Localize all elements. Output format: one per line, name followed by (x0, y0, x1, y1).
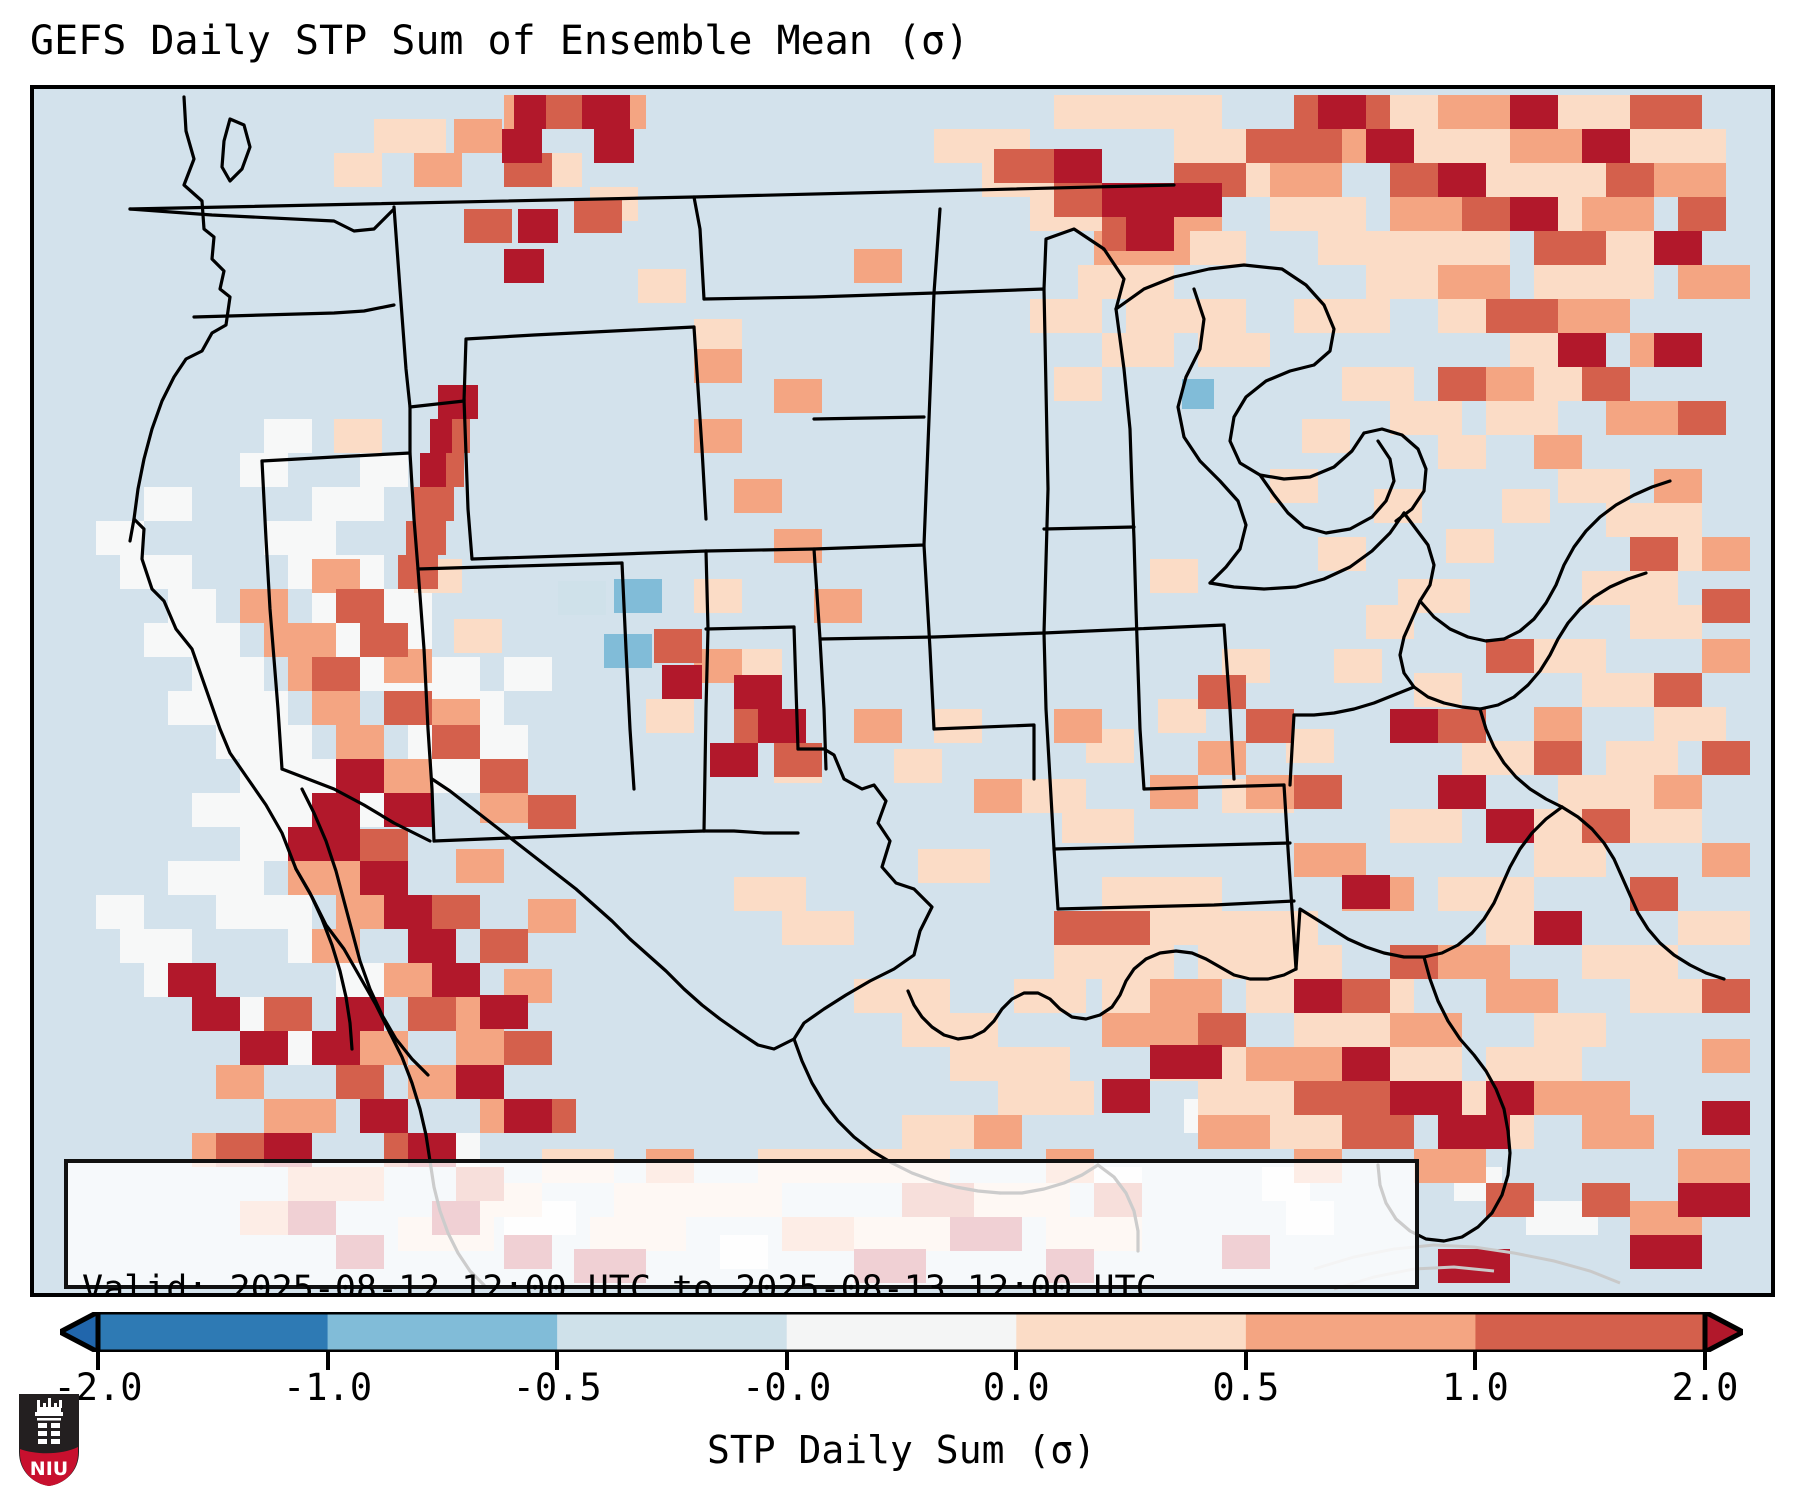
map-svg (34, 89, 1771, 1293)
colorbar-tick-5 (1243, 1352, 1248, 1370)
colorbar-segment-1 (327, 1312, 558, 1352)
colorbar-segment-3 (786, 1312, 1017, 1352)
colorbar-segment-5 (1245, 1312, 1477, 1352)
colorbar-ticks (60, 1352, 1743, 1370)
page-title: GEFS Daily STP Sum of Ensemble Mean (σ) (30, 18, 970, 64)
colorbar-tick-label-4: 0.0 (982, 1366, 1050, 1409)
colorbar-over-arrow (1702, 1312, 1743, 1352)
colorbar-segments (98, 1312, 1706, 1352)
map-panel[interactable]: Valid: 2025-08-12 12:00 UTC to 2025-08-1… (30, 85, 1775, 1297)
logo-text: NIU (30, 1458, 68, 1480)
forecast-info-box: Valid: 2025-08-12 12:00 UTC to 2025-08-1… (64, 1159, 1419, 1293)
colorbar-segment-2 (557, 1312, 788, 1352)
colorbar-segment-4 (1016, 1312, 1247, 1352)
colorbar-under-arrow (60, 1312, 101, 1352)
colorbar-tick-label-6: 1.0 (1442, 1366, 1509, 1409)
colorbar-tick-label-3: -0.0 (742, 1366, 832, 1409)
colorbar-tick-label-5: 0.5 (1212, 1366, 1280, 1409)
colorbar-section: -2.0 -1.0 -0.5 -0.0 0.0 0.5 1.0 2.0 STP Daily S… (0, 1300, 1803, 1506)
colorbar-tick-labels: -2.0 -1.0 -0.5 -0.0 0.0 0.5 1.0 2.0 (0, 1366, 1803, 1416)
colorbar-outline (95, 1312, 1708, 1352)
valid-time-line: Valid: 2025-08-12 12:00 UTC to 2025-08-1… (82, 1269, 1157, 1297)
colorbar-segment-6 (1475, 1312, 1706, 1352)
logo-castle-icon (35, 1398, 63, 1444)
colorbar-tick-label-1: -1.0 (283, 1366, 373, 1409)
colorbar[interactable] (60, 1312, 1743, 1352)
colorbar-axis-label: STP Daily Sum (σ) (707, 1428, 1096, 1472)
colorbar-tick-6 (1473, 1352, 1478, 1370)
colorbar-tick-2 (555, 1352, 560, 1370)
niu-logo: NIU (19, 1394, 79, 1486)
colorbar-tick-label-7: 2.0 (1671, 1366, 1739, 1409)
colorbar-tick-4 (1014, 1352, 1019, 1370)
colorbar-tick-7 (1703, 1352, 1707, 1370)
logo-shield-bottom (20, 1447, 78, 1486)
colorbar-segment-0 (98, 1312, 329, 1352)
colorbar-tick-0 (96, 1352, 100, 1370)
colorbar-tick-1 (325, 1352, 330, 1370)
colorbar-tick-3 (784, 1352, 789, 1370)
colorbar-tick-label-2: -0.5 (512, 1366, 602, 1409)
